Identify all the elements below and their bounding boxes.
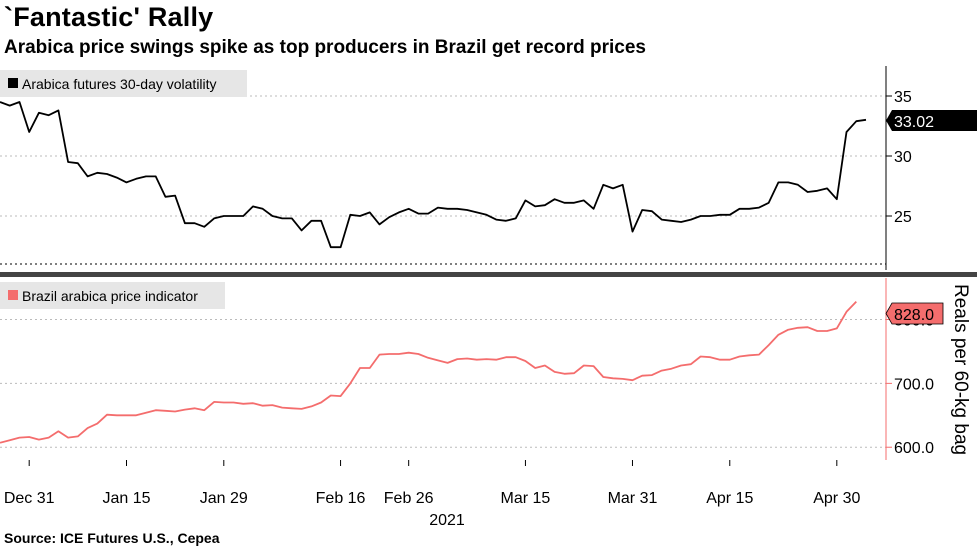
- volatility-legend: Arabica futures 30-day volatility: [0, 70, 247, 97]
- price-tick-label: 700.0: [894, 376, 934, 393]
- chart-subtitle: Arabica price swings spike as top produc…: [4, 37, 646, 58]
- price-last-value: 828.0: [894, 307, 934, 324]
- price-last-value-badge: 828.0: [885, 302, 944, 325]
- volatility-badge-bg: [886, 110, 977, 131]
- x-tick-label: Apr 30: [813, 490, 860, 507]
- volatility-tick-label: 25: [894, 209, 912, 226]
- chart-title: `Fantastic' Rally: [4, 2, 214, 32]
- volatility-tick-label: 35: [894, 89, 912, 106]
- x-tick-label: Dec 31: [4, 490, 55, 507]
- x-tick-label: Feb 16: [316, 490, 366, 507]
- x-tick-label: Mar 31: [608, 490, 658, 507]
- volatility-gridlines: [0, 95, 886, 217]
- price-legend-label: Brazil arabica price indicator: [22, 288, 198, 304]
- price-legend-swatch: [8, 290, 18, 300]
- volatility-last-value: 33.02: [894, 114, 934, 131]
- volatility-legend-swatch: [8, 78, 18, 88]
- x-axis-year-label: 2021: [429, 512, 465, 529]
- price-badge-bg: [885, 302, 944, 325]
- volatility-y-ticks: 25 30 35: [886, 89, 912, 226]
- x-tick-label: Feb 26: [384, 490, 434, 507]
- x-axis: Dec 31 Jan 15 Jan 29 Feb 16 Feb 26 Mar 15 Mar …: [4, 460, 860, 507]
- x-tick-label: Apr 15: [706, 490, 753, 507]
- volatility-legend-bg: [0, 70, 247, 97]
- x-tick-label: Mar 15: [501, 490, 551, 507]
- price-y-axis-label: Reals per 60-kg bag: [950, 284, 971, 455]
- price-gridlines: [0, 319, 886, 448]
- price-tick-label: 600.0: [894, 440, 934, 457]
- volatility-last-value-badge: 33.02: [886, 110, 977, 131]
- x-tick-label: Jan 15: [102, 490, 150, 507]
- volatility-legend-label: Arabica futures 30-day volatility: [22, 76, 217, 92]
- source-note: Source: ICE Futures U.S., Cepea: [4, 530, 220, 546]
- panel-divider: [0, 272, 977, 277]
- price-legend-bg: [0, 282, 225, 309]
- price-series-line: [0, 300, 857, 444]
- x-tick-label: Jan 29: [200, 490, 248, 507]
- volatility-series-line: [0, 101, 867, 249]
- price-legend: Brazil arabica price indicator: [0, 282, 225, 309]
- volatility-tick-label: 30: [894, 149, 912, 166]
